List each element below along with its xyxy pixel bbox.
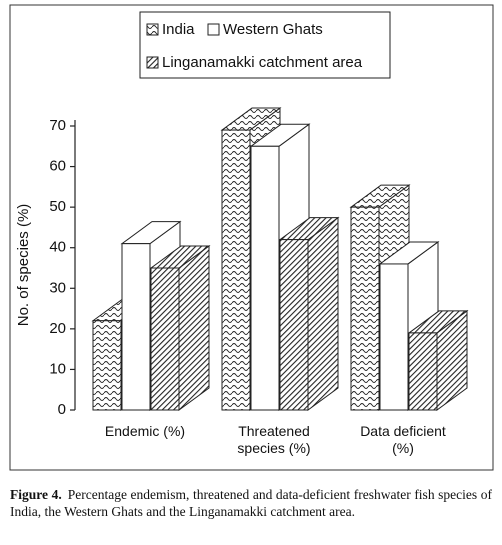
y-tick-label: 30 (49, 279, 66, 296)
y-tick-label: 10 (49, 360, 66, 377)
bar-side (178, 245, 210, 411)
caption-text: Percentage endemism, threatened and data… (10, 487, 493, 519)
bar (278, 216, 340, 411)
bar-front (279, 239, 309, 411)
y-axis-label: No. of species (%) (15, 204, 32, 327)
bar (407, 309, 469, 411)
bar-front (250, 145, 280, 411)
bar-front (92, 320, 122, 411)
x-tick-label: Endemic (%) (104, 423, 186, 439)
bar-front (150, 267, 180, 411)
bar-side (307, 216, 339, 411)
bar-front (350, 206, 380, 411)
y-tick-label: 70 (49, 117, 66, 134)
chart: No. of species (%) 0 10 20 30 40 50 60 70 India W… (9, 4, 494, 471)
bar-front (121, 243, 151, 411)
legend-label: Linganamakki catchment area (162, 54, 363, 71)
y-tick-label: 50 (49, 198, 66, 215)
legend-label: Western Ghats (223, 21, 323, 38)
caption: Figure 4. Percentage endemism, threatened… (10, 486, 492, 520)
frame (9, 4, 494, 471)
legend-swatch (146, 23, 159, 36)
x-tick-label: Data deficient (%) (360, 423, 446, 456)
bar-front (408, 332, 438, 411)
x-tick-label: Threatened species (%) (237, 423, 311, 456)
y-tick-label: 20 (49, 320, 66, 337)
y-tick-label: 60 (49, 158, 66, 175)
legend-swatch (207, 23, 220, 36)
legend-box (139, 11, 391, 79)
y-tick-label: 40 (49, 239, 66, 256)
caption-label: Figure 4. (10, 487, 62, 502)
y-tick-label: 0 (58, 401, 66, 418)
bar (149, 245, 211, 411)
bar-front (379, 263, 409, 411)
bar-front (221, 129, 251, 411)
legend-swatch (146, 56, 159, 69)
legend-label: India (162, 21, 195, 38)
